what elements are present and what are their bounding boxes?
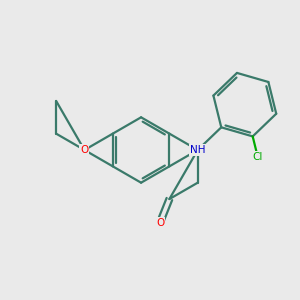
- Text: Cl: Cl: [253, 152, 263, 162]
- Text: O: O: [80, 145, 88, 155]
- Text: O: O: [156, 218, 164, 227]
- Text: NH: NH: [190, 145, 206, 155]
- Text: O: O: [80, 145, 88, 155]
